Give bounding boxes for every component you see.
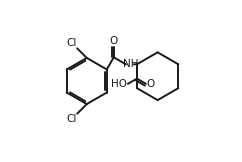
Text: HO: HO (111, 79, 127, 89)
Text: Cl: Cl (67, 38, 77, 47)
Text: NH: NH (123, 59, 138, 69)
Text: Cl: Cl (67, 115, 77, 124)
Text: O: O (110, 36, 118, 46)
Text: O: O (147, 79, 155, 89)
